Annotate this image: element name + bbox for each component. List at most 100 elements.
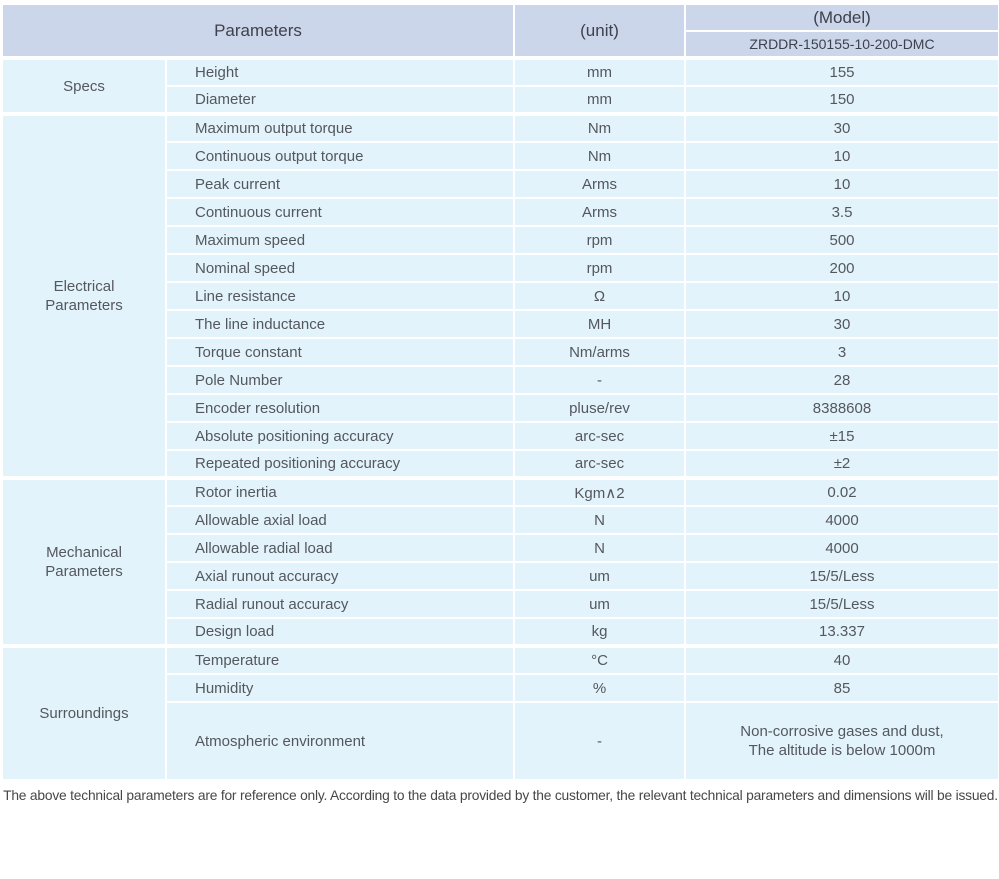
unit-cell: mm xyxy=(513,85,686,115)
param-name-cell: Axial runout accuracy xyxy=(165,561,515,591)
table-row: Torque constant Nm/arms 3 xyxy=(2,337,999,367)
table-row: Humidity% 85 xyxy=(2,673,999,703)
unit-cell: Arms xyxy=(513,197,686,227)
header-row: Parameters (unit) (Model) xyxy=(1,3,999,59)
table-row: Allowable axial load N 4000 xyxy=(2,505,999,535)
param-name-cell: Allowable radial load xyxy=(165,533,515,563)
unit-cell: rpm xyxy=(513,253,686,283)
table-row: Continuous current Arms 3.5 xyxy=(2,197,999,227)
value-cell: 40 xyxy=(684,644,999,675)
table-row: Radial runout accuracy um 15/5/Less xyxy=(2,589,999,619)
value-cell: 500 xyxy=(684,225,999,255)
value-cell: 200 xyxy=(684,253,999,283)
param-name-cell: Torque constant xyxy=(165,337,515,367)
table-row: Line resistance Ω 10 xyxy=(2,281,999,311)
category-cell: Electrical Parameters xyxy=(1,112,167,479)
unit-cell: N xyxy=(513,533,686,563)
table-row: Peak current Arms 10 xyxy=(2,169,999,199)
table-row: Encoder resolution pluse/rev 8388608 xyxy=(2,393,999,423)
column-header-parameters: Parameters xyxy=(1,3,515,59)
unit-cell: um xyxy=(513,561,686,591)
value-cell: ±2 xyxy=(684,449,999,479)
param-name-cell: Atmospheric environment xyxy=(165,701,515,781)
value-cell: 10 xyxy=(684,141,999,171)
unit-cell: - xyxy=(513,365,686,395)
param-name-cell: Pole Number xyxy=(165,365,515,395)
spec-table-body: Specs Height mm 155 Diameter mm 150 Electrical … xyxy=(1,56,999,781)
table-row: Absolute positioning accuracy arc-sec ±15 xyxy=(2,421,999,451)
param-name-cell: Encoder resolution xyxy=(165,393,515,423)
value-cell: 3.5 xyxy=(684,197,999,227)
param-name-cell: Nominal speed xyxy=(165,253,515,283)
unit-cell: Nm/arms xyxy=(513,337,686,367)
table-row: Design load kg 13.337 xyxy=(2,617,999,647)
param-name-cell: Radial runout accuracy xyxy=(165,589,515,619)
table-row: Specs Height mm 155 xyxy=(1,56,999,115)
footer-note: The above technical parameters are for r… xyxy=(3,788,998,803)
value-cell: 150 xyxy=(684,85,999,115)
param-name-cell: Allowable axial load xyxy=(165,505,515,535)
column-header-model: (Model) xyxy=(684,3,999,32)
category-cell: Specs xyxy=(1,56,167,115)
param-name-cell: Peak current xyxy=(165,169,515,199)
param-name-cell: Height xyxy=(165,56,515,87)
unit-cell: Nm xyxy=(513,112,686,143)
value-cell: ±15 xyxy=(684,421,999,451)
unit-cell: Nm xyxy=(513,141,686,171)
model-number: ZRDDR-150155-10-200-DMC xyxy=(684,30,999,59)
param-name-cell: Maximum output torque xyxy=(165,112,515,143)
param-name-cell: Maximum speed xyxy=(165,225,515,255)
unit-cell: % xyxy=(513,673,686,703)
value-cell: 10 xyxy=(684,169,999,199)
value-cell: 30 xyxy=(684,112,999,143)
table-header: Parameters (unit) (Model) ZRDDR-150155-1… xyxy=(1,3,999,59)
value-cell: 30 xyxy=(684,309,999,339)
table-row: The line inductance MH 30 xyxy=(2,309,999,339)
unit-cell: arc-sec xyxy=(513,449,686,479)
param-name-cell: Continuous current xyxy=(165,197,515,227)
table-row: Continuous output torque Nm 10 xyxy=(2,141,999,171)
spec-table: Parameters (unit) (Model) ZRDDR-150155-1… xyxy=(1,3,999,781)
param-name-cell: Humidity xyxy=(165,673,515,703)
unit-cell: pluse/rev xyxy=(513,393,686,423)
value-cell: 85 xyxy=(684,673,999,703)
unit-cell: kg xyxy=(513,617,686,647)
unit-cell: arc-sec xyxy=(513,421,686,451)
table-row: Diameter mm 150 xyxy=(2,85,999,115)
spec-sheet: Parameters (unit) (Model) ZRDDR-150155-1… xyxy=(1,3,999,803)
param-name-cell: Temperature xyxy=(165,644,515,675)
value-cell: 0.02 xyxy=(684,476,999,507)
table-row: Pole Number -28 xyxy=(2,365,999,395)
value-cell: 4000 xyxy=(684,533,999,563)
value-cell: 3 xyxy=(684,337,999,367)
unit-cell: Arms xyxy=(513,169,686,199)
param-name-cell: Diameter xyxy=(165,85,515,115)
column-header-unit: (unit) xyxy=(513,3,686,59)
category-cell: Surroundings xyxy=(1,644,167,781)
unit-cell: Kgm∧2 xyxy=(513,476,686,507)
param-name-cell: Rotor inertia xyxy=(165,476,515,507)
table-row: Maximum speed rpm 500 xyxy=(2,225,999,255)
model-number-row: ZRDDR-150155-10-200-DMC xyxy=(2,30,999,59)
value-cell: 4000 xyxy=(684,505,999,535)
value-cell: 13.337 xyxy=(684,617,999,647)
value-cell: 155 xyxy=(684,56,999,87)
table-row: Repeated positioning accuracy arc-sec ±2 xyxy=(2,449,999,479)
value-cell: 28 xyxy=(684,365,999,395)
table-row: Surroundings Temperature °C 40 xyxy=(1,644,999,781)
unit-cell: °C xyxy=(513,644,686,675)
table-row: Electrical Parameters Maximum output torq… xyxy=(1,112,999,479)
param-name-cell: Repeated positioning accuracy xyxy=(165,449,515,479)
value-cell: Non-corrosive gases and dust, The altitu… xyxy=(684,701,999,781)
param-name-cell: Continuous output torque xyxy=(165,141,515,171)
unit-cell: Ω xyxy=(513,281,686,311)
param-name-cell: Design load xyxy=(165,617,515,647)
value-cell: 8388608 xyxy=(684,393,999,423)
table-row: Nominal speed rpm 200 xyxy=(2,253,999,283)
param-name-cell: The line inductance xyxy=(165,309,515,339)
value-cell: 15/5/Less xyxy=(684,561,999,591)
value-cell: 15/5/Less xyxy=(684,589,999,619)
unit-cell: N xyxy=(513,505,686,535)
unit-cell: rpm xyxy=(513,225,686,255)
param-name-cell: Absolute positioning accuracy xyxy=(165,421,515,451)
